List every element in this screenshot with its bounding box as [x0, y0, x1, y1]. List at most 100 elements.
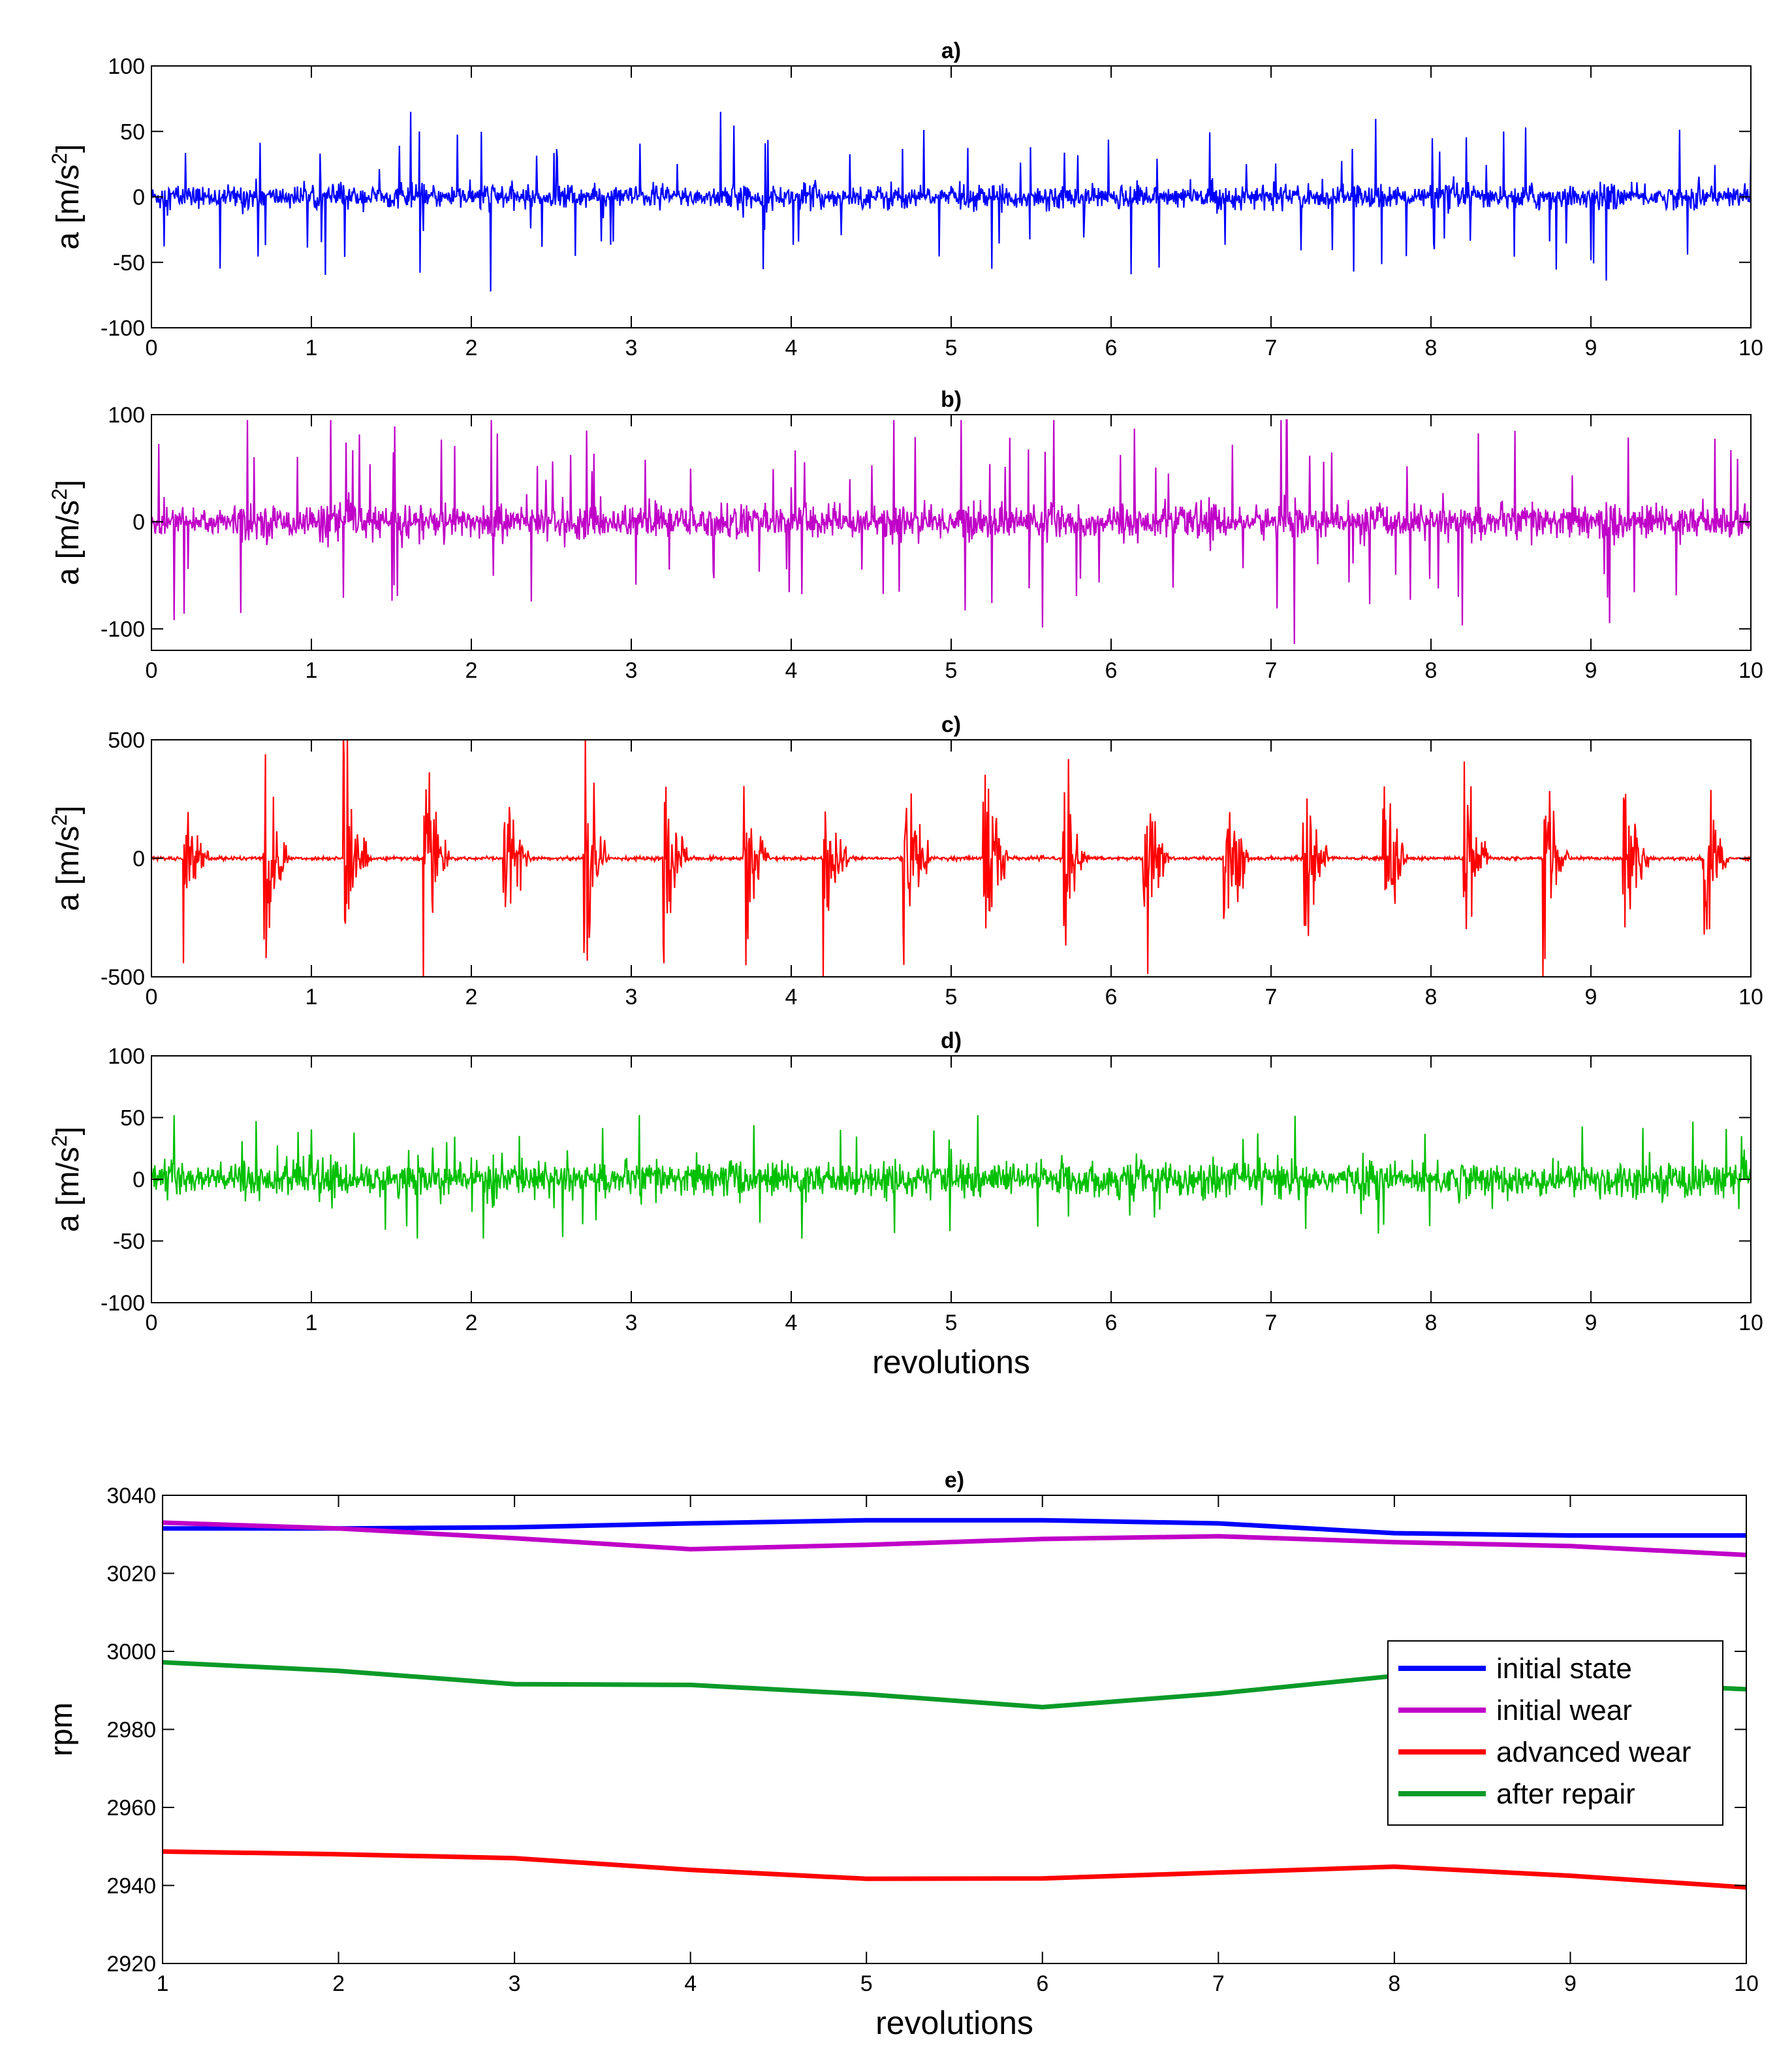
- y-axis-label-main: a [m/s: [51, 165, 86, 250]
- x-tick-label: 2: [332, 1971, 345, 1996]
- y-tick-label: 0: [133, 185, 145, 210]
- y-tick-label: 0: [133, 510, 145, 535]
- y-axis-label-superscript: 2: [48, 488, 71, 500]
- panel-title: e): [945, 1468, 964, 1493]
- x-tick-label: 5: [945, 336, 958, 360]
- x-tick-label: 3: [625, 985, 638, 1009]
- x-tick-label: 3: [625, 1311, 638, 1335]
- x-tick-label: 9: [1585, 1311, 1597, 1335]
- y-tick-label: 100: [108, 1044, 145, 1069]
- series-line-b: [151, 419, 1751, 644]
- x-tick-label: 3: [625, 336, 638, 360]
- y-axis-label: rpm: [44, 1702, 79, 1756]
- x-tick-label: 6: [1105, 658, 1118, 683]
- x-tick-label: 7: [1265, 1311, 1278, 1335]
- x-tick-label: 6: [1105, 336, 1118, 360]
- x-tick-label: 2: [465, 985, 478, 1009]
- x-tick-label: 9: [1585, 985, 1597, 1009]
- x-tick-label: 8: [1425, 985, 1438, 1009]
- x-tick-label: 5: [945, 658, 958, 683]
- x-tick-label: 10: [1738, 658, 1763, 683]
- x-tick-label: 0: [146, 336, 158, 360]
- x-tick-label: 9: [1564, 1971, 1577, 1996]
- y-tick-label: -500: [101, 965, 145, 990]
- x-tick-label: 3: [625, 658, 638, 683]
- x-tick-label: 1: [306, 336, 318, 360]
- y-tick-label: -50: [113, 251, 145, 276]
- x-tick-label: 10: [1738, 336, 1763, 360]
- x-tick-label: 6: [1105, 985, 1118, 1009]
- y-axis-label: a [m/s2]: [48, 1126, 86, 1232]
- panel-title: b): [941, 387, 962, 412]
- y-axis-label-end: ]: [51, 1126, 86, 1135]
- y-axis-label-superscript: 2: [48, 814, 71, 826]
- y-axis-label-main: a [m/s: [51, 1147, 86, 1232]
- x-tick-label: 4: [785, 658, 798, 683]
- series-line-d: [151, 1115, 1751, 1239]
- panel-title: c): [941, 712, 961, 737]
- x-tick-label: 9: [1585, 658, 1597, 683]
- x-axis-label: revolutions: [875, 2005, 1033, 2041]
- legend-entry-label: initial state: [1496, 1653, 1632, 1685]
- series-line-c: [151, 740, 1751, 977]
- y-tick-label: -50: [113, 1230, 145, 1254]
- x-tick-label: 4: [785, 985, 798, 1009]
- y-tick-label: 3000: [106, 1640, 156, 1664]
- x-tick-label: 10: [1738, 1311, 1763, 1335]
- legend-entry-label: after repair: [1496, 1778, 1635, 1810]
- y-axis-label: a [m/s2]: [48, 144, 86, 250]
- x-tick-label: 6: [1036, 1971, 1048, 1996]
- x-tick-label: 4: [785, 336, 798, 360]
- y-axis-label-end: ]: [51, 480, 86, 488]
- y-tick-label: -100: [101, 1291, 145, 1316]
- x-tick-label: 3: [509, 1971, 521, 1996]
- y-axis-label-main: rpm: [44, 1702, 79, 1756]
- x-tick-label: 8: [1425, 1311, 1438, 1335]
- x-tick-label: 10: [1738, 985, 1763, 1009]
- y-tick-label: 3020: [106, 1562, 156, 1587]
- y-tick-label: 0: [133, 847, 145, 872]
- y-tick-label: -100: [101, 316, 145, 341]
- y-axis-label: a [m/s2]: [48, 806, 86, 912]
- series-line-advanced-wear: [163, 1849, 1746, 1890]
- y-tick-label: 100: [108, 54, 145, 79]
- data-b: [151, 419, 1751, 644]
- x-tick-label: 1: [306, 658, 318, 683]
- y-tick-label: 2940: [106, 1874, 156, 1899]
- x-tick-label: 6: [1105, 1311, 1118, 1335]
- x-tick-label: 0: [146, 658, 158, 683]
- x-tick-label: 2: [465, 1311, 478, 1335]
- y-tick-label: 100: [108, 403, 145, 428]
- series-line-initial-state: [163, 1518, 1746, 1538]
- data-c: [151, 740, 1751, 977]
- x-tick-label: 5: [945, 985, 958, 1009]
- y-tick-label: 2980: [106, 1718, 156, 1743]
- y-axis-label-main: a [m/s: [51, 500, 86, 586]
- x-tick-label: 8: [1425, 336, 1438, 360]
- x-tick-label: 7: [1265, 985, 1278, 1009]
- y-tick-label: 50: [120, 1106, 145, 1131]
- x-tick-label: 0: [146, 1311, 158, 1335]
- y-tick-label: 0: [133, 1168, 145, 1192]
- y-tick-label: 500: [108, 728, 145, 753]
- y-axis-label-main: a [m/s: [51, 826, 86, 912]
- data-a: [151, 112, 1751, 292]
- series-line-initial-wear: [163, 1520, 1746, 1557]
- x-tick-label: 1: [157, 1971, 169, 1996]
- panel-title: a): [941, 39, 961, 63]
- y-tick-label: 3040: [106, 1484, 156, 1508]
- legend-entry-label: initial wear: [1496, 1694, 1632, 1726]
- x-tick-label: 2: [465, 658, 478, 683]
- x-tick-label: 1: [306, 985, 318, 1009]
- x-tick-label: 8: [1425, 658, 1438, 683]
- x-tick-label: 7: [1265, 336, 1278, 360]
- series-line-a: [151, 112, 1751, 292]
- x-axis-label: revolutions: [872, 1344, 1030, 1380]
- y-axis-label: a [m/s2]: [48, 480, 86, 586]
- x-tick-label: 2: [465, 336, 478, 360]
- legend: initial state initial wear advanced wear af…: [1387, 1640, 1723, 1826]
- x-tick-label: 8: [1388, 1971, 1400, 1996]
